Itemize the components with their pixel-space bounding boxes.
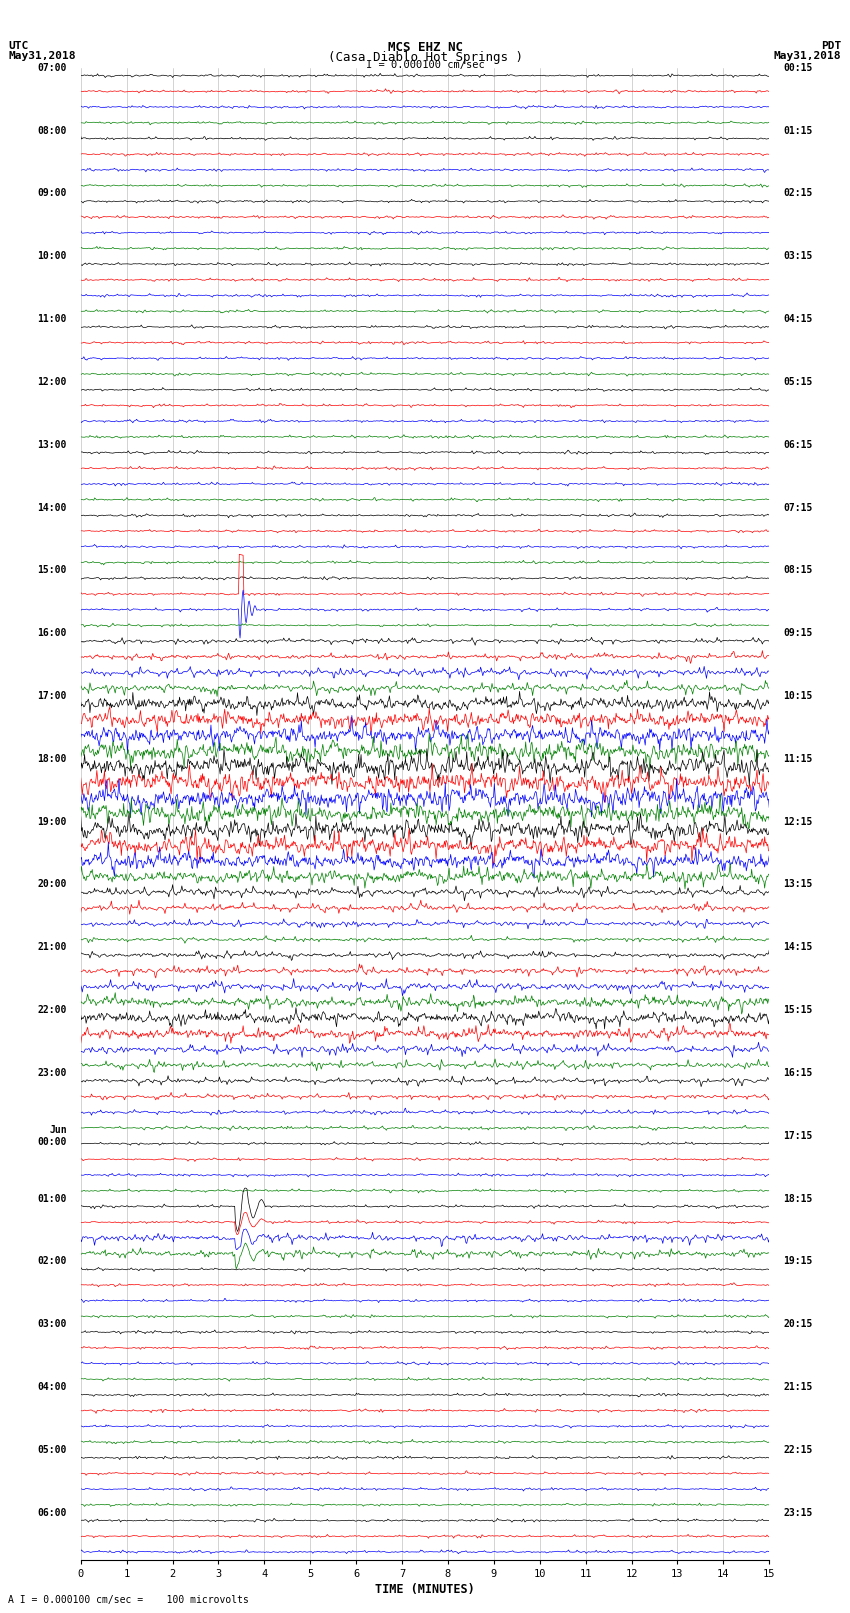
Text: 12:00: 12:00 bbox=[37, 377, 67, 387]
Text: 03:00: 03:00 bbox=[37, 1319, 67, 1329]
Text: 06:00: 06:00 bbox=[37, 1508, 67, 1518]
Text: 07:00: 07:00 bbox=[37, 63, 67, 73]
Text: 19:15: 19:15 bbox=[783, 1257, 813, 1266]
Text: 05:00: 05:00 bbox=[37, 1445, 67, 1455]
X-axis label: TIME (MINUTES): TIME (MINUTES) bbox=[375, 1582, 475, 1595]
Text: 04:00: 04:00 bbox=[37, 1382, 67, 1392]
Text: 04:15: 04:15 bbox=[783, 315, 813, 324]
Text: 02:00: 02:00 bbox=[37, 1257, 67, 1266]
Text: 17:15: 17:15 bbox=[783, 1131, 813, 1140]
Text: 03:15: 03:15 bbox=[783, 252, 813, 261]
Text: 11:00: 11:00 bbox=[37, 315, 67, 324]
Text: 01:15: 01:15 bbox=[783, 126, 813, 135]
Text: 08:00: 08:00 bbox=[37, 126, 67, 135]
Text: 13:15: 13:15 bbox=[783, 879, 813, 889]
Text: 20:15: 20:15 bbox=[783, 1319, 813, 1329]
Text: 07:15: 07:15 bbox=[783, 503, 813, 513]
Text: 23:00: 23:00 bbox=[37, 1068, 67, 1077]
Text: I = 0.000100 cm/sec: I = 0.000100 cm/sec bbox=[366, 60, 484, 71]
Text: 16:00: 16:00 bbox=[37, 627, 67, 639]
Text: 17:00: 17:00 bbox=[37, 690, 67, 702]
Text: MCS EHZ NC: MCS EHZ NC bbox=[388, 40, 462, 55]
Text: 10:15: 10:15 bbox=[783, 690, 813, 702]
Text: 00:15: 00:15 bbox=[783, 63, 813, 73]
Text: 15:00: 15:00 bbox=[37, 565, 67, 576]
Text: 15:15: 15:15 bbox=[783, 1005, 813, 1015]
Text: 05:15: 05:15 bbox=[783, 377, 813, 387]
Text: 02:15: 02:15 bbox=[783, 189, 813, 198]
Text: 08:15: 08:15 bbox=[783, 565, 813, 576]
Text: 21:15: 21:15 bbox=[783, 1382, 813, 1392]
Text: 18:15: 18:15 bbox=[783, 1194, 813, 1203]
Text: 18:00: 18:00 bbox=[37, 753, 67, 765]
Text: 22:15: 22:15 bbox=[783, 1445, 813, 1455]
Text: 10:00: 10:00 bbox=[37, 252, 67, 261]
Text: 09:00: 09:00 bbox=[37, 189, 67, 198]
Text: 09:15: 09:15 bbox=[783, 627, 813, 639]
Text: Jun
00:00: Jun 00:00 bbox=[37, 1124, 67, 1147]
Text: 19:00: 19:00 bbox=[37, 816, 67, 826]
Text: May31,2018: May31,2018 bbox=[774, 50, 842, 61]
Text: 14:15: 14:15 bbox=[783, 942, 813, 952]
Text: 11:15: 11:15 bbox=[783, 753, 813, 765]
Text: 01:00: 01:00 bbox=[37, 1194, 67, 1203]
Text: UTC: UTC bbox=[8, 40, 29, 52]
Text: 16:15: 16:15 bbox=[783, 1068, 813, 1077]
Text: 12:15: 12:15 bbox=[783, 816, 813, 826]
Text: (Casa Diablo Hot Springs ): (Casa Diablo Hot Springs ) bbox=[327, 50, 523, 65]
Text: May31,2018: May31,2018 bbox=[8, 50, 76, 61]
Text: 23:15: 23:15 bbox=[783, 1508, 813, 1518]
Text: PDT: PDT bbox=[821, 40, 842, 52]
Text: 21:00: 21:00 bbox=[37, 942, 67, 952]
Text: 13:00: 13:00 bbox=[37, 440, 67, 450]
Text: 14:00: 14:00 bbox=[37, 503, 67, 513]
Text: 22:00: 22:00 bbox=[37, 1005, 67, 1015]
Text: A I = 0.000100 cm/sec =    100 microvolts: A I = 0.000100 cm/sec = 100 microvolts bbox=[8, 1595, 249, 1605]
Text: 06:15: 06:15 bbox=[783, 440, 813, 450]
Text: 20:00: 20:00 bbox=[37, 879, 67, 889]
